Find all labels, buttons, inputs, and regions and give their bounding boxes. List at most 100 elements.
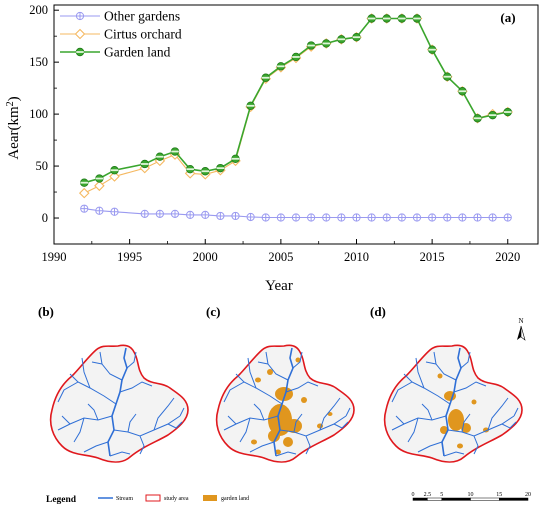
series-group <box>78 13 514 222</box>
legend-marker <box>74 28 86 40</box>
data-point <box>367 14 376 23</box>
garden-land-patches <box>437 373 489 449</box>
x-tick-label: 2015 <box>420 250 445 264</box>
data-point <box>231 154 240 163</box>
y-tick-label: 50 <box>36 159 49 173</box>
scale-label: 5 <box>440 492 443 498</box>
data-point <box>170 147 180 156</box>
data-point <box>231 211 240 221</box>
data-point <box>443 213 452 222</box>
data-point <box>397 213 406 222</box>
scale-label: 0 <box>412 492 415 498</box>
data-point <box>78 187 90 199</box>
plot-frame <box>53 4 539 245</box>
data-point <box>458 87 467 96</box>
x-tick-label: 1990 <box>42 250 67 264</box>
data-point <box>488 213 497 222</box>
scale-bar: 0 2.5 5 10 15 20 <box>412 492 531 501</box>
series-other-gardens <box>80 204 512 222</box>
y-tick-label: 200 <box>29 3 48 17</box>
chart-legend: Other gardens Cirtus orchard Garden land <box>60 9 182 60</box>
data-point <box>443 72 452 81</box>
data-point <box>201 210 210 220</box>
north-label: N <box>518 317 523 325</box>
legend-study-area-label: study area <box>164 496 189 502</box>
map-panel-b <box>49 344 189 463</box>
data-point <box>246 101 255 110</box>
data-point <box>80 204 89 213</box>
data-point <box>80 178 89 187</box>
data-point <box>185 164 195 174</box>
study-area-outline <box>383 344 523 463</box>
data-point <box>458 213 467 222</box>
legend-marker <box>75 11 85 21</box>
data-point <box>382 14 391 23</box>
data-point <box>352 33 361 42</box>
data-point <box>261 213 270 222</box>
map-panel-d <box>383 344 523 463</box>
y-axis: 0 50 100 150 200 <box>29 3 59 225</box>
data-point <box>155 152 165 161</box>
panel-label-c: (c) <box>206 304 220 319</box>
data-point <box>170 209 180 218</box>
line-chart: 0 50 100 150 200 1990 1995 2000 2005 2010 2015 202… <box>5 3 539 294</box>
scale-segment <box>499 497 529 501</box>
data-point <box>337 35 346 44</box>
legend-label: Cirtus orchard <box>104 27 182 42</box>
map-panel-c <box>215 344 355 463</box>
data-point <box>322 39 331 48</box>
data-point <box>397 14 407 23</box>
data-point <box>110 166 119 175</box>
legend-label: Other gardens <box>104 9 180 24</box>
legend-entry: Garden land <box>60 45 171 60</box>
data-point <box>367 213 376 222</box>
x-axis: 1990 1995 2000 2005 2010 2015 2020 <box>42 239 520 264</box>
x-tick-label: 1995 <box>117 250 142 264</box>
x-tick-label: 2000 <box>193 250 218 264</box>
data-point <box>155 209 164 218</box>
data-point <box>473 213 482 222</box>
data-point <box>412 213 422 222</box>
data-point <box>427 45 437 54</box>
data-point <box>352 213 361 222</box>
y-tick-label: 100 <box>29 107 48 121</box>
data-point <box>216 163 225 173</box>
data-point <box>428 213 437 222</box>
legend-entry: Other gardens <box>60 9 180 24</box>
panel-label-a: (a) <box>500 10 515 25</box>
legend-marker <box>75 47 85 57</box>
data-point <box>291 213 301 222</box>
scale-label: 15 <box>496 492 502 498</box>
y-tick-label: 150 <box>29 55 48 69</box>
scale-segment <box>441 497 471 501</box>
data-point <box>382 213 391 222</box>
series-line <box>84 17 508 184</box>
panel-label-b: (b) <box>38 304 54 319</box>
data-point <box>109 171 120 182</box>
north-arrow: N <box>517 317 526 341</box>
data-point <box>201 167 210 176</box>
data-point <box>322 213 331 222</box>
scale-label: 10 <box>468 492 474 498</box>
data-point <box>140 209 149 218</box>
scale-segment <box>470 497 500 501</box>
legend-stream-label: Stream <box>116 496 133 502</box>
panel-label-d: (d) <box>370 304 386 319</box>
x-tick-label: 2010 <box>344 250 369 264</box>
data-point <box>95 174 104 183</box>
scale-label: 2.5 <box>424 492 432 498</box>
x-axis-label: Year <box>265 278 293 294</box>
legend-garden-land-swatch <box>203 495 217 501</box>
scale-label: 20 <box>525 492 531 498</box>
x-tick-label: 2020 <box>495 250 520 264</box>
y-axis-label: Aear(km2) <box>5 96 23 159</box>
series-cirtus-orchard <box>78 13 514 199</box>
data-point <box>488 110 497 120</box>
legend-label: Garden land <box>104 45 171 60</box>
legend-garden-land-label: garden land <box>221 496 249 502</box>
data-point <box>216 211 225 221</box>
data-point <box>503 107 512 117</box>
data-point <box>337 213 346 222</box>
map-legend: Legend Stream study area garden land <box>46 494 249 505</box>
